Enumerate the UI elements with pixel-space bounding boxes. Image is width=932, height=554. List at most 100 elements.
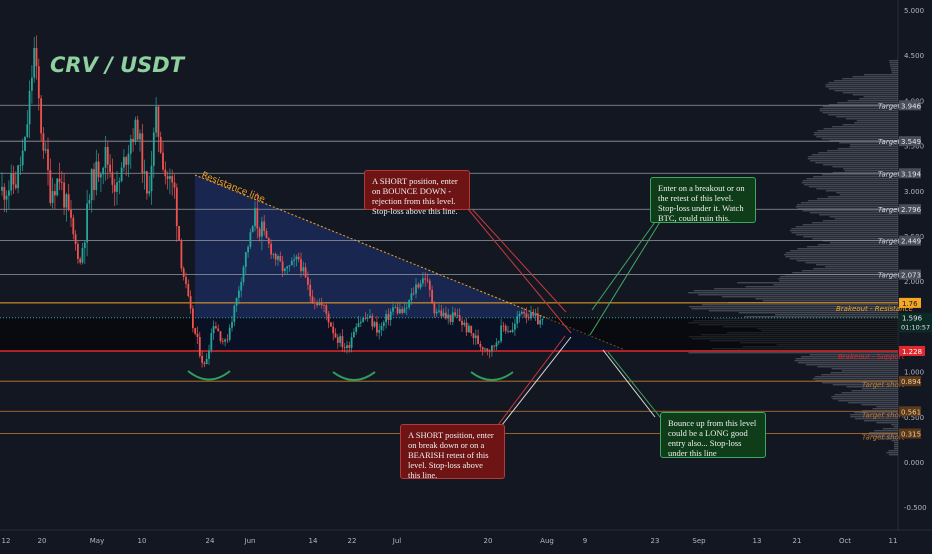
short-target-price-tag — [899, 406, 921, 417]
volume-bar — [842, 124, 898, 126]
volume-bar — [813, 268, 898, 270]
volume-bar — [889, 64, 898, 66]
x-tick-label: Aug — [540, 537, 554, 545]
candle-body — [26, 124, 29, 137]
candle-body — [518, 313, 521, 317]
candle-body — [242, 266, 245, 282]
candle-body — [65, 194, 68, 208]
candle-body — [366, 317, 369, 319]
note-short-bounce: A SHORT position, enter on BOUNCE DOWN -… — [364, 170, 470, 216]
candle-body — [297, 256, 300, 260]
candle-body — [70, 209, 72, 218]
volume-bar — [838, 400, 898, 402]
candle-body — [514, 323, 516, 330]
candle-body — [60, 182, 63, 183]
y-tick-label: 1.000 — [904, 369, 924, 377]
volume-bar — [813, 134, 898, 136]
candle-body — [497, 341, 500, 343]
volume-bar — [738, 312, 898, 314]
candle-body — [210, 333, 213, 351]
volume-bar — [849, 146, 898, 148]
candle-body — [472, 333, 475, 339]
candle-body — [339, 336, 341, 343]
candle-body — [58, 178, 61, 183]
volume-bar — [698, 294, 898, 296]
candle-body — [293, 259, 295, 261]
volume-bar — [795, 358, 898, 360]
volume-bar — [822, 164, 898, 166]
volume-bar — [894, 446, 898, 448]
candle-body — [240, 281, 243, 291]
candle-body — [412, 293, 415, 295]
x-tick-label: 21 — [793, 537, 802, 545]
volume-bar — [805, 364, 898, 366]
candle-body — [157, 106, 160, 137]
volume-bar — [837, 102, 898, 104]
candle-body — [254, 208, 256, 227]
candle-body — [93, 169, 95, 190]
bottom-arc-2 — [332, 371, 376, 381]
volume-bar — [889, 62, 898, 64]
candle-body — [44, 149, 47, 151]
x-tick-label: 11 — [889, 537, 898, 545]
candle-body — [86, 203, 88, 243]
candle-body — [238, 290, 240, 298]
volume-bar — [861, 404, 898, 406]
candle-body — [104, 146, 107, 168]
candle-body — [323, 305, 325, 306]
volume-bar — [744, 316, 898, 318]
candle-body — [449, 314, 452, 323]
candle-body — [116, 182, 118, 192]
candle-body — [481, 346, 484, 350]
candle-body — [189, 296, 192, 309]
candle-body — [491, 345, 493, 352]
candle-body — [302, 267, 305, 272]
volume-bar — [854, 418, 898, 420]
candles — [1, 35, 544, 368]
candle-body — [37, 66, 40, 99]
volume-bar — [862, 410, 898, 412]
candle-body — [445, 312, 447, 319]
volume-bar — [852, 94, 898, 96]
volume-bar — [811, 222, 898, 224]
target-price-tag — [899, 204, 921, 215]
volume-bar — [809, 212, 898, 214]
short-target-price-tag — [899, 376, 921, 387]
volume-bar — [863, 420, 898, 422]
volume-bar — [886, 452, 898, 454]
volume-bar — [803, 236, 898, 238]
y-tick-label: 3.500 — [904, 143, 924, 151]
volume-bar — [822, 112, 898, 114]
volume-bar — [828, 88, 898, 90]
volume-bar — [832, 384, 898, 386]
volume-bar — [829, 216, 898, 218]
candle-body — [1, 186, 3, 191]
volume-bar — [806, 246, 898, 248]
volume-bar — [812, 238, 898, 240]
candle-body — [454, 312, 456, 316]
volume-bar — [836, 116, 898, 118]
volume-bar — [894, 442, 898, 444]
candle-body — [129, 138, 132, 154]
target-price-tag — [899, 235, 921, 246]
volume-bar — [871, 436, 898, 438]
volume-bar — [762, 300, 898, 302]
volume-bar — [841, 370, 898, 372]
volume-bar — [805, 262, 898, 264]
volume-bar — [688, 352, 898, 354]
volume-bar — [847, 100, 898, 102]
candle-body — [40, 98, 42, 134]
candle-body — [28, 90, 31, 125]
candle-body — [182, 268, 185, 277]
volume-bar — [784, 254, 898, 256]
volume-bar — [827, 150, 898, 152]
candle-body — [136, 119, 139, 140]
candle-body — [235, 297, 238, 306]
volume-bar — [796, 204, 898, 206]
short-target-price-tag-label: 0.561 — [901, 408, 921, 416]
candle-body — [477, 335, 479, 344]
target-price-tag-label: 3.549 — [901, 138, 921, 146]
short-target-label: Target short — [862, 434, 905, 442]
